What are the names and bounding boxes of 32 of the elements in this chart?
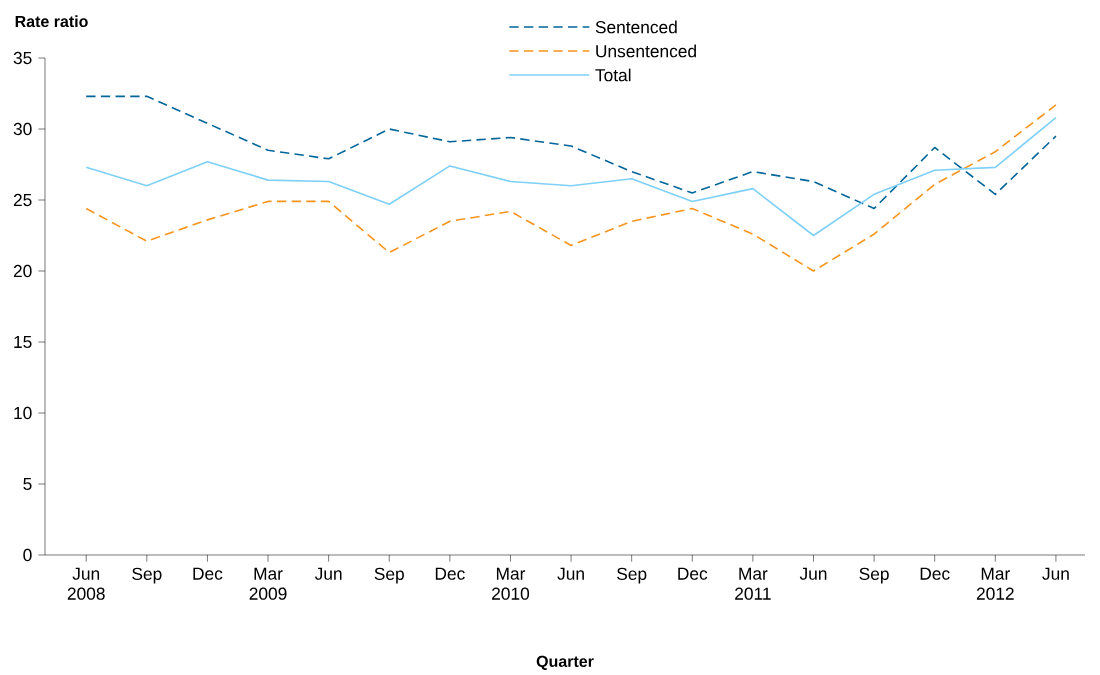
x-tick-label: Jun 2008 [67, 567, 105, 600]
y-tick-label: 15 [14, 335, 32, 349]
x-tick-label: Jun [314, 567, 342, 580]
legend-label: Unsentenced [596, 44, 696, 58]
y-tick-label: 35 [13, 51, 32, 65]
legend-label: Total [595, 68, 631, 82]
x-axis-title: Quarter [536, 655, 594, 671]
y-tick-label: 30 [13, 122, 32, 136]
x-tick-label: Dec [678, 567, 708, 580]
x-tick-label: Sep [617, 567, 647, 584]
legend-label: Sentenced [595, 20, 677, 34]
x-tick-label: Dec [920, 567, 950, 580]
y-tick-label: 0 [23, 548, 32, 562]
y-tick-label: 5 [23, 477, 32, 491]
line-series [85, 116, 1057, 237]
y-tick-label: 10 [14, 406, 32, 420]
x-tick-label: Mar 2011 [735, 567, 771, 600]
x-tick-label: Dec [435, 567, 465, 580]
x-tick-label: Jun [1042, 567, 1069, 580]
x-tick-label: Jun [799, 567, 827, 580]
x-tick-label: Sep [132, 567, 162, 584]
line-series [85, 104, 1057, 272]
y-tick-label: 20 [13, 264, 32, 278]
x-tick-label: Mar 2012 [976, 567, 1014, 600]
x-tick-label: Mar 2010 [492, 567, 530, 600]
y-tick-label: 25 [13, 193, 32, 207]
y-axis-title: Rate ratio [15, 15, 88, 28]
x-tick-label: Jun [557, 567, 584, 580]
x-tick-label: Dec [193, 567, 223, 580]
x-tick-label: Sep [374, 567, 404, 584]
x-tick-label: Sep [859, 567, 889, 584]
x-tick-label: Mar 2009 [249, 567, 287, 600]
